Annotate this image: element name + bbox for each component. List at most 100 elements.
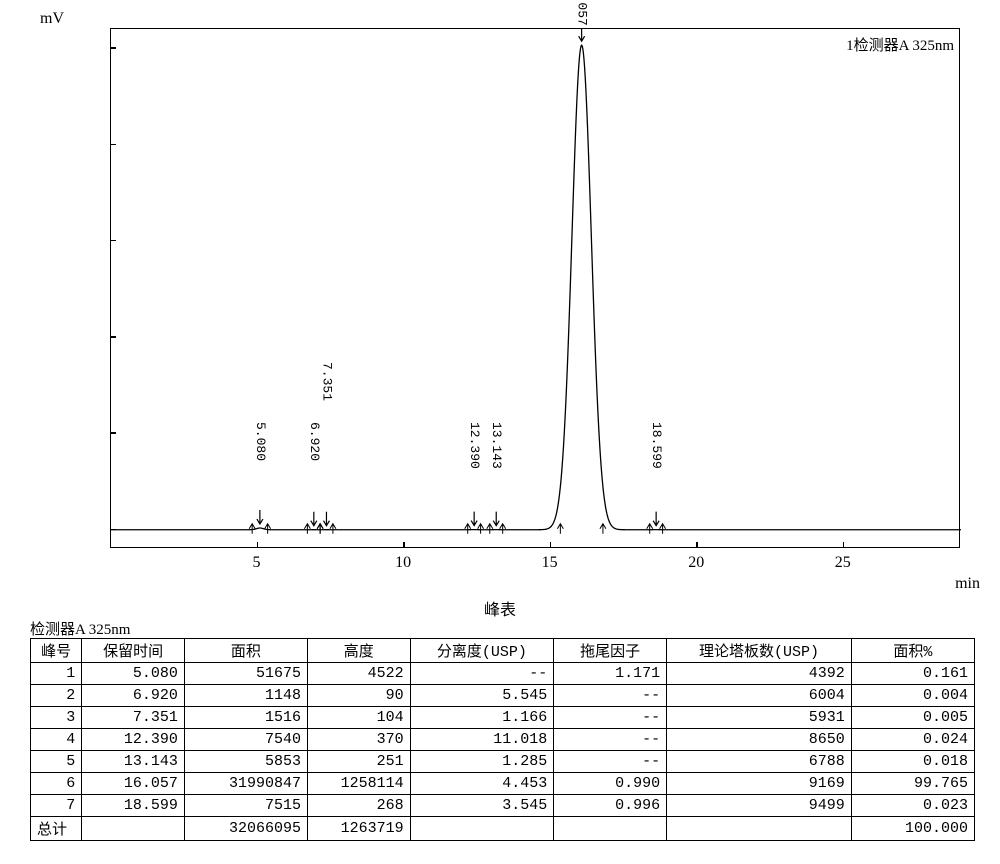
table-cell: 2 xyxy=(31,685,82,707)
table-cell: 9169 xyxy=(667,773,852,795)
table-body: 15.080516754522--1.17143920.16126.920114… xyxy=(31,663,975,841)
peak-label: 13.143 xyxy=(489,422,504,469)
table-cell: 7 xyxy=(31,795,82,817)
peak-label: 6.920 xyxy=(307,422,322,461)
table-cell: 6788 xyxy=(667,751,852,773)
table-cell: 7540 xyxy=(184,729,307,751)
table-row: 513.14358532511.285--67880.018 xyxy=(31,751,975,773)
table-cell: 4.453 xyxy=(410,773,554,795)
table-cell: 16.057 xyxy=(82,773,185,795)
table-cell: 6.920 xyxy=(82,685,185,707)
table-cell: 0.004 xyxy=(851,685,974,707)
table-header-cell: 峰号 xyxy=(31,639,82,663)
detector-inner-label: 1检测器A 325nm xyxy=(846,34,954,55)
table-row: 26.9201148905.545--60040.004 xyxy=(31,685,975,707)
table-cell: 4522 xyxy=(308,663,411,685)
table-cell: 3.545 xyxy=(410,795,554,817)
peak-arrow-icon xyxy=(471,512,477,526)
peak-label: 16.057 xyxy=(575,0,590,26)
table-cell: -- xyxy=(410,663,554,685)
table-cell: 1516 xyxy=(184,707,307,729)
chromatogram-trace xyxy=(111,45,961,530)
table-cell: 7515 xyxy=(184,795,307,817)
table-cell: 0.024 xyxy=(851,729,974,751)
table-cell: 12.390 xyxy=(82,729,185,751)
table-cell: 31990847 xyxy=(184,773,307,795)
table-header-row: 峰号保留时间面积高度分离度(USP)拖尾因子理论塔板数(USP)面积% xyxy=(31,639,975,663)
x-axis-unit: min xyxy=(955,575,980,593)
table-cell: -- xyxy=(554,707,667,729)
peak-arrow-icon xyxy=(311,512,317,526)
table-cell xyxy=(554,817,667,841)
peak-label: 7.351 xyxy=(319,362,334,401)
table-cell: 7.351 xyxy=(82,707,185,729)
x-tick-label: 15 xyxy=(542,554,558,572)
table-total-label: 总计 xyxy=(31,817,82,841)
table-cell: 251 xyxy=(308,751,411,773)
x-tick-label: 25 xyxy=(835,554,851,572)
table-cell: 99.765 xyxy=(851,773,974,795)
chromatogram-chart: 1检测器A 325nm 5.0806.9207.35112.39013.1431… xyxy=(110,28,960,548)
table-cell: 100.000 xyxy=(851,817,974,841)
table-cell: 5853 xyxy=(184,751,307,773)
chromatogram-svg xyxy=(111,29,961,549)
table-title: 峰表 xyxy=(0,596,1000,620)
table-cell: 0.023 xyxy=(851,795,974,817)
peak-arrow-icon xyxy=(493,512,499,526)
x-tick-label: 5 xyxy=(253,554,261,572)
table-cell: 13.143 xyxy=(82,751,185,773)
table-cell: 268 xyxy=(308,795,411,817)
table-cell: 90 xyxy=(308,685,411,707)
table-row: 412.390754037011.018--86500.024 xyxy=(31,729,975,751)
table-cell: 5.545 xyxy=(410,685,554,707)
table-cell: 51675 xyxy=(184,663,307,685)
table-cell: 1.171 xyxy=(554,663,667,685)
table-cell: 3 xyxy=(31,707,82,729)
table-cell: 370 xyxy=(308,729,411,751)
table-row: 37.35115161041.166--59310.005 xyxy=(31,707,975,729)
table-header-cell: 面积 xyxy=(184,639,307,663)
table-cell: 32066095 xyxy=(184,817,307,841)
table-cell: 1263719 xyxy=(308,817,411,841)
peak-table: 峰号保留时间面积高度分离度(USP)拖尾因子理论塔板数(USP)面积% 15.0… xyxy=(30,638,975,841)
table-cell: -- xyxy=(554,729,667,751)
page-container: mV min 025050075010001250 510152025 1检测器… xyxy=(0,0,1000,864)
table-cell: 0.005 xyxy=(851,707,974,729)
peak-label: 5.080 xyxy=(253,422,268,461)
y-axis-unit: mV xyxy=(40,10,64,28)
table-row: 616.0573199084712581144.4530.990916999.7… xyxy=(31,773,975,795)
table-header-cell: 保留时间 xyxy=(82,639,185,663)
table-cell: 104 xyxy=(308,707,411,729)
table-cell: 1.285 xyxy=(410,751,554,773)
table-row: 718.59975152683.5450.99694990.023 xyxy=(31,795,975,817)
table-header-cell: 高度 xyxy=(308,639,411,663)
table-cell: 1.166 xyxy=(410,707,554,729)
table-cell xyxy=(410,817,554,841)
x-tick-label: 10 xyxy=(395,554,411,572)
table-cell: 5 xyxy=(31,751,82,773)
table-cell: 4 xyxy=(31,729,82,751)
table-header-cell: 分离度(USP) xyxy=(410,639,554,663)
table-cell: -- xyxy=(554,685,667,707)
peak-arrow-icon xyxy=(653,512,659,526)
table-cell: 11.018 xyxy=(410,729,554,751)
table-cell: 5.080 xyxy=(82,663,185,685)
table-cell: 1148 xyxy=(184,685,307,707)
table-cell: 9499 xyxy=(667,795,852,817)
table-cell: 0.161 xyxy=(851,663,974,685)
table-cell xyxy=(82,817,185,841)
table-cell: 1 xyxy=(31,663,82,685)
table-header-cell: 拖尾因子 xyxy=(554,639,667,663)
table-cell: 0.018 xyxy=(851,751,974,773)
table-row: 15.080516754522--1.17143920.161 xyxy=(31,663,975,685)
table-header-cell: 面积% xyxy=(851,639,974,663)
peak-arrow-icon xyxy=(323,512,329,526)
peak-label: 18.599 xyxy=(649,422,664,469)
table-cell: 6004 xyxy=(667,685,852,707)
table-cell: 1258114 xyxy=(308,773,411,795)
table-cell: 18.599 xyxy=(82,795,185,817)
table-cell: 5931 xyxy=(667,707,852,729)
table-cell xyxy=(667,817,852,841)
detector-label: 检测器A 325nm xyxy=(30,618,130,639)
table-cell: 8650 xyxy=(667,729,852,751)
